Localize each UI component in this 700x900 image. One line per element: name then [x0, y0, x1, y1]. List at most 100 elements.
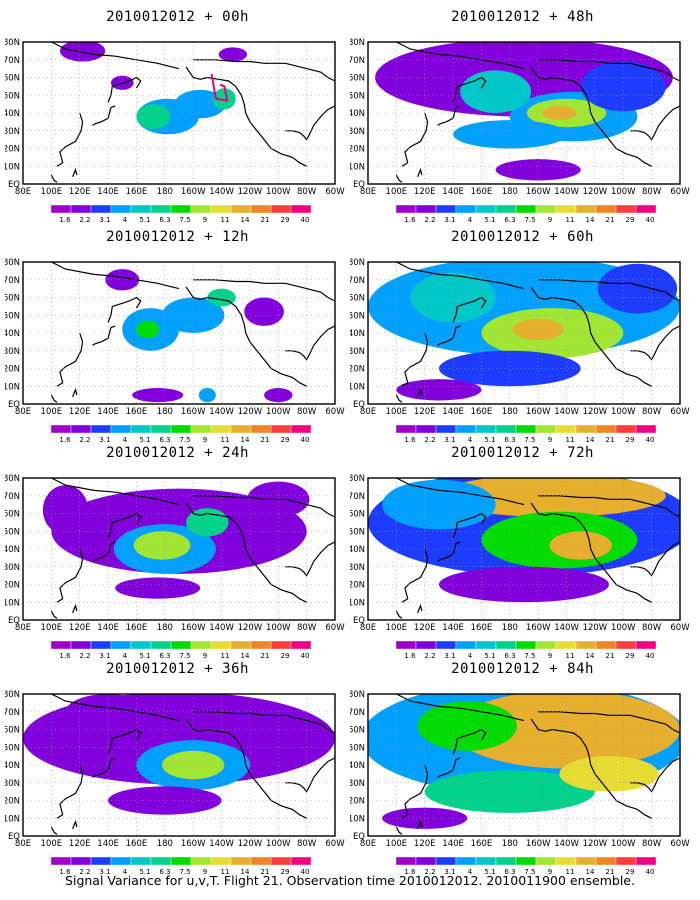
lat-label: 20N — [5, 797, 20, 807]
coastline — [630, 105, 680, 141]
lon-label: 120W — [583, 187, 608, 197]
lon-label: 120W — [238, 407, 263, 417]
coastline — [50, 394, 58, 403]
colorbar-label: 3.1 — [444, 436, 455, 443]
lat-label: 20N — [350, 145, 365, 155]
colorbar-label: 6.3 — [504, 436, 515, 443]
colorbar-label: 2.2 — [424, 868, 435, 875]
colorbar-label: 5.1 — [139, 216, 150, 223]
colorbar-label: 21 — [606, 652, 615, 659]
variance-blob — [559, 756, 659, 792]
coastline — [72, 603, 78, 614]
colorbar-swatch — [475, 424, 497, 434]
lon-label: 140E — [97, 187, 119, 197]
colorbar-label: 4 — [123, 216, 128, 223]
lon-label: 80W — [297, 839, 317, 849]
panel-title: 2010012012 + 72h — [451, 445, 594, 461]
colorbar-label: 11 — [221, 652, 230, 659]
colorbar-label: 3.1 — [444, 216, 455, 223]
lat-label: 10N — [350, 598, 365, 608]
variance-blob — [438, 350, 581, 387]
lon-label: 60W — [325, 623, 345, 633]
colorbar-label: 6.3 — [504, 868, 515, 875]
colorbar-swatch — [535, 204, 557, 214]
lat-label: 50N — [350, 527, 365, 537]
colorbar-label: 4 — [468, 436, 473, 443]
coastline — [395, 826, 403, 835]
colorbar-label: 5.1 — [139, 652, 150, 659]
colorbar-swatch — [555, 204, 577, 214]
lat-label: 10N — [350, 814, 365, 824]
colorbar-swatch — [435, 424, 457, 434]
colorbar-label: 7.5 — [524, 868, 535, 875]
colorbar-swatch — [535, 640, 557, 650]
colorbar-label: 9 — [548, 652, 552, 659]
colorbar-label: 40 — [646, 652, 655, 659]
coastline — [107, 76, 142, 103]
variance-field — [368, 694, 680, 836]
colorbar-swatch — [130, 424, 152, 434]
map-svg: EQ 10N 20N 30N 40N 50N 60N 70N 80N 80E 100E 120E 140… — [5, 38, 345, 223]
coastline — [185, 502, 307, 603]
coastline — [396, 42, 525, 70]
colorbar-label: 9 — [548, 436, 552, 443]
lon-label: 140W — [209, 623, 234, 633]
colorbar-swatch — [150, 424, 172, 434]
colorbar-swatch — [170, 204, 192, 214]
lon-label: 140W — [209, 407, 234, 417]
lon-label: 140E — [97, 623, 119, 633]
colorbar-swatch — [635, 424, 657, 434]
colorbar-swatch — [250, 424, 272, 434]
coastline — [51, 262, 180, 290]
lon-label: 100W — [611, 407, 636, 417]
coastline — [50, 610, 58, 619]
lat-label: 30N — [5, 563, 20, 573]
colorbar-label: 11 — [566, 436, 575, 443]
lon-label: 140E — [442, 407, 464, 417]
colorbar-swatch — [595, 424, 617, 434]
colorbar-label: 9 — [203, 652, 207, 659]
colorbar-label: 3.1 — [444, 652, 455, 659]
lat-label: 20N — [350, 797, 365, 807]
colorbar-swatch — [535, 424, 557, 434]
colorbar-swatch — [90, 856, 112, 866]
colorbar-label: 11 — [566, 216, 575, 223]
colorbar-label: 6.3 — [504, 216, 515, 223]
lon-label: 80E — [15, 187, 31, 197]
map-frame — [367, 477, 681, 621]
colorbar-label: 2.2 — [424, 436, 435, 443]
lon-label: 140E — [442, 187, 464, 197]
colorbar-label: 2.2 — [79, 868, 90, 875]
lon-label: 160E — [126, 187, 148, 197]
lon-label: 180 — [157, 187, 173, 197]
colorbar-swatch — [210, 640, 232, 650]
coastline — [285, 541, 335, 577]
lon-label: 80E — [360, 839, 376, 849]
variance-blob — [218, 47, 248, 62]
lat-label: 80N — [5, 258, 20, 268]
lat-label: 80N — [5, 38, 20, 48]
colorbar-label: 7.5 — [179, 652, 190, 659]
lon-label: 180 — [157, 623, 173, 633]
variance-blob — [424, 770, 595, 813]
colorbar-swatch — [70, 424, 92, 434]
colorbar-label: 1.6 — [404, 868, 416, 875]
lat-label: 80N — [5, 690, 20, 700]
colorbar-swatch — [50, 856, 72, 866]
colorbar-swatch — [290, 640, 312, 650]
colorbar-label: 29 — [281, 868, 290, 875]
colorbar-label: 11 — [221, 868, 230, 875]
colorbar-label: 3.1 — [99, 652, 110, 659]
colorbar-label: 6.3 — [504, 652, 515, 659]
panel-title: 2010012012 + 60h — [451, 229, 594, 245]
colorbar-swatch — [395, 856, 417, 866]
colorbar-label: 21 — [606, 216, 615, 223]
colorbar-label: 5.1 — [484, 652, 495, 659]
lat-label: 60N — [5, 74, 20, 84]
lon-label: 160E — [471, 407, 493, 417]
lon-label: 140E — [97, 407, 119, 417]
lon-label: 80W — [297, 407, 317, 417]
lon-label: 160W — [526, 839, 551, 849]
lat-label: 80N — [350, 690, 365, 700]
colorbar-swatch — [130, 640, 152, 650]
